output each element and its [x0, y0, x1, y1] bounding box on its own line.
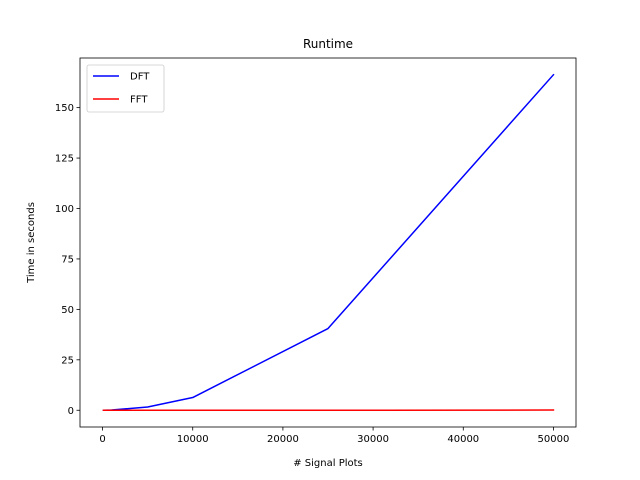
- y-tick-label: 75: [61, 254, 74, 265]
- y-tick-label: 100: [55, 204, 74, 215]
- x-tick-label: 40000: [447, 434, 479, 445]
- y-tick-label: 150: [55, 103, 74, 114]
- legend-box: [86, 64, 165, 113]
- x-axis: 0 10000 20000 30000 40000 50000: [99, 427, 569, 445]
- x-tick-label: 20000: [267, 434, 299, 445]
- plot-frame: [79, 57, 577, 428]
- legend-label-fft: FFT: [130, 95, 148, 106]
- plot-area: [79, 57, 577, 428]
- y-axis: 0 25 50 75 100 125 150: [55, 103, 80, 417]
- y-axis-label: Time in seconds: [26, 202, 37, 284]
- x-axis-label: # Signal Plots: [293, 458, 363, 469]
- x-tick-label: 50000: [538, 434, 570, 445]
- chart-title: Runtime: [303, 37, 353, 51]
- y-tick-label: 0: [68, 406, 74, 417]
- y-tick-label: 50: [61, 305, 74, 316]
- legend: DFT FFT: [86, 64, 165, 113]
- plot-background: [80, 58, 576, 427]
- series-layer: [102, 73, 555, 412]
- x-tick-label: 10000: [177, 434, 209, 445]
- legend-label-dft: DFT: [130, 72, 150, 83]
- x-tick-label: 30000: [357, 434, 389, 445]
- x-tick-label: 0: [99, 434, 105, 445]
- y-tick-label: 25: [61, 355, 74, 366]
- y-tick-label: 125: [55, 154, 74, 165]
